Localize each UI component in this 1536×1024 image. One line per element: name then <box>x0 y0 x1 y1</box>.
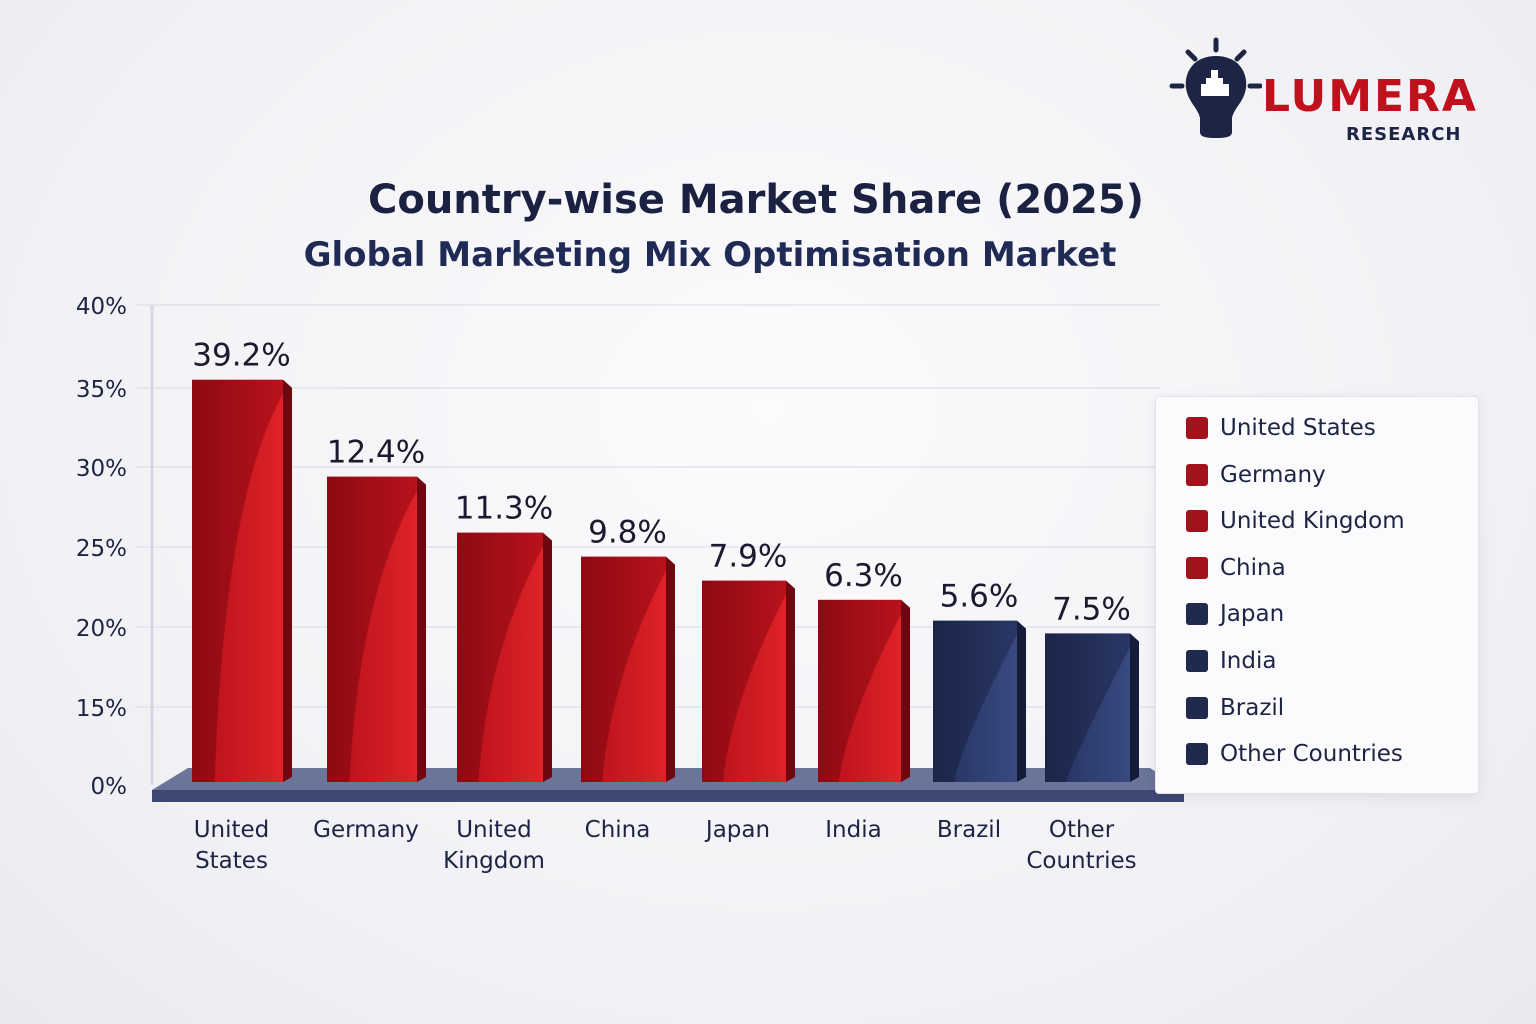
y-tick-label: 0% <box>91 774 128 800</box>
bar-brazil: 5.6% Brazil <box>933 579 1026 843</box>
data-label: 6.3% <box>824 558 903 594</box>
legend-item: United Kingdom <box>1186 506 1405 536</box>
legend-item: Brazil <box>1186 693 1284 723</box>
legend-item: China <box>1186 553 1286 583</box>
bar-side <box>1017 620 1026 782</box>
bar-united-states: 39.2% United States <box>192 338 292 874</box>
logo-word: LUMERA <box>1262 71 1478 122</box>
logo-subtitle: RESEARCH <box>1346 124 1462 145</box>
x-tick-label-line: Other <box>1049 817 1115 843</box>
base-platform-front <box>152 790 1184 802</box>
legend: United States Germany United Kingdom China J… <box>1155 396 1479 794</box>
chart-subtitle: Global Marketing Mix Optimisation Market <box>303 235 1117 275</box>
x-tick-label-line: Germany <box>313 817 419 843</box>
data-label: 39.2% <box>192 338 290 374</box>
legend-swatch <box>1186 556 1208 579</box>
x-tick-label-line: United <box>194 817 270 843</box>
bar-side <box>417 476 426 782</box>
x-tick-label-line: Kingdom <box>443 848 545 874</box>
data-label: 7.5% <box>1052 591 1131 627</box>
data-label: 9.8% <box>588 515 667 551</box>
x-tick-label-line: India <box>825 817 881 843</box>
bar-highlight <box>1066 647 1130 782</box>
x-tick-label: India <box>825 817 881 843</box>
x-tick-label-line: Brazil <box>937 817 1001 843</box>
bar-highlight <box>602 570 666 782</box>
bar-highlight <box>349 490 417 782</box>
x-tick-label: Other Countries <box>1026 817 1136 874</box>
y-tick-label: 35% <box>76 377 127 403</box>
bar-japan: 7.9% Japan <box>702 539 795 843</box>
legend-item: Japan <box>1186 599 1284 629</box>
bar-side <box>901 599 910 782</box>
bar-side <box>786 580 795 782</box>
bar-highlight <box>214 393 283 782</box>
data-label: 5.6% <box>940 579 1019 615</box>
y-tick-label: 15% <box>76 696 127 722</box>
legend-swatch <box>1186 510 1208 533</box>
legend-swatch <box>1186 417 1208 439</box>
legend-item: India <box>1186 646 1276 676</box>
bar-highlight <box>723 594 786 782</box>
legend-label: Brazil <box>1220 694 1285 721</box>
legend-label: Germany <box>1220 461 1326 488</box>
x-tick-label-line: Japan <box>704 817 770 843</box>
x-tick-label: China <box>585 817 651 843</box>
bar-other-countries: 7.5% Other Countries <box>1026 591 1139 874</box>
bar-side <box>283 379 292 782</box>
legend-swatch <box>1186 743 1208 766</box>
bar-side <box>1130 633 1139 782</box>
legend-label: India <box>1220 648 1277 674</box>
legend-swatch <box>1186 603 1208 626</box>
x-tick-label: Brazil <box>937 817 1001 843</box>
data-label: 7.9% <box>709 539 788 575</box>
bar-united-kingdom: 11.3% United Kingdom <box>443 491 553 874</box>
bar-side <box>666 556 675 782</box>
y-tick-label: 30% <box>76 456 127 482</box>
x-tick-label-line: China <box>585 817 651 843</box>
x-tick-label: Japan <box>704 817 770 843</box>
lumera-logo: LUMERA RESEARCH <box>1166 34 1506 150</box>
y-tick-label: 20% <box>76 616 127 642</box>
legend-swatch <box>1186 463 1208 486</box>
legend-item: United States <box>1186 413 1376 443</box>
legend-label: Japan <box>1220 601 1285 628</box>
bar-china: 9.8% China <box>581 515 675 843</box>
x-tick-label: Germany <box>313 817 419 843</box>
x-tick-label: United States <box>194 817 270 874</box>
legend-label: United States <box>1220 415 1376 441</box>
data-label: 12.4% <box>327 435 425 471</box>
lightbulb-hand-icon <box>1169 37 1263 138</box>
legend-swatch <box>1186 650 1208 672</box>
chart-title: Country-wise Market Share (2025) <box>367 177 1144 223</box>
y-tick-label: 40% <box>76 294 127 320</box>
legend-swatch <box>1186 696 1208 719</box>
legend-item: Other Countries <box>1186 739 1403 769</box>
bar-highlight <box>954 634 1017 782</box>
bar-germany: 12.4% Germany <box>313 435 426 843</box>
x-tick-label-line: United <box>456 817 532 843</box>
legend-label: United Kingdom <box>1220 508 1405 535</box>
bar-india: 6.3% India <box>818 558 910 843</box>
bar-highlight <box>478 546 543 782</box>
x-tick-label: United Kingdom <box>443 817 545 874</box>
legend-label: China <box>1220 554 1286 581</box>
legend-item: Germany <box>1186 460 1326 490</box>
data-label: 11.3% <box>455 491 553 527</box>
legend-label: Other Countries <box>1220 741 1403 768</box>
bar-highlight <box>838 613 901 782</box>
y-tick-label: 25% <box>76 536 127 562</box>
x-tick-label-line: Countries <box>1026 848 1136 874</box>
bar-side <box>543 532 552 782</box>
x-tick-label-line: States <box>195 848 268 874</box>
